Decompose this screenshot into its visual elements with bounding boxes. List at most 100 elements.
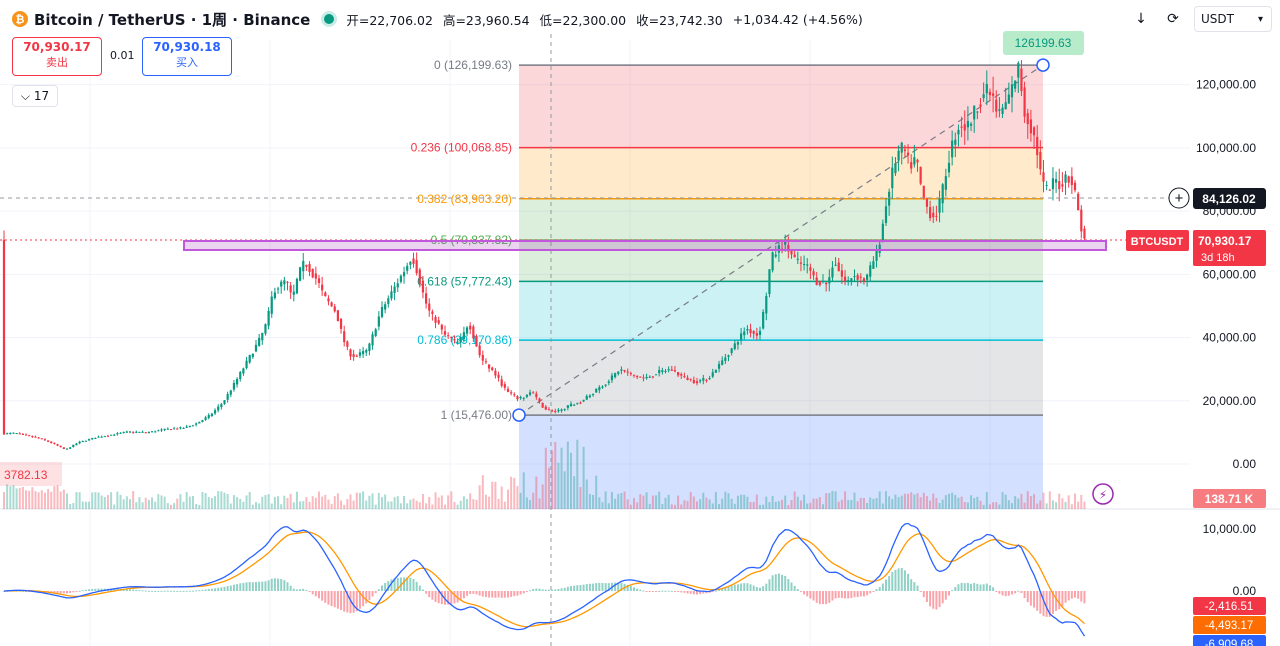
currency-select[interactable]: USDT ▾ [1194,6,1272,32]
macd-histogram-bar [951,590,954,592]
volume-bar [100,495,103,509]
macd-histogram-bar [919,591,922,592]
macd-histogram-bar [138,590,141,592]
market-open-indicator [324,14,335,24]
macd-histogram-bar [179,590,182,592]
candle-body [396,283,399,288]
macd-histogram-bar [651,591,654,592]
macd-histogram-bar [897,568,900,591]
candle-body [1001,107,1004,114]
volume-bar [387,501,390,509]
macd-histogram-bar [519,591,522,595]
macd-histogram-bar [642,590,645,592]
candle-body [132,431,135,433]
sell-button[interactable]: 70,930.17 卖出 [12,37,102,76]
candle-body [494,370,497,376]
volume-bar [311,496,314,509]
candle-body [998,109,1001,111]
download-icon[interactable]: ↓ [1135,11,1147,27]
macd-histogram-bar [1045,591,1048,617]
macd-histogram-bar [560,588,563,591]
candle-body [488,364,491,369]
candle-body [670,369,673,371]
candle-body [623,369,626,372]
volume-bar [721,498,724,509]
candle-body [321,284,324,291]
candle-body [982,94,985,99]
macd-histogram-bar [25,591,28,592]
volume-bar [409,499,412,509]
volume-bar [1048,491,1051,509]
macd-histogram-bar [522,591,525,594]
fibonacci-retracement[interactable]: 0 (126,199.63) 0.236 (100,068.85) 0.382 (8… [411,31,1084,509]
volume-bar [163,496,166,509]
candle-body [47,440,50,442]
symbol-title[interactable]: Bitcoin / TetherUS · 1周 · Binance [34,10,311,29]
macd-histogram-bar [941,591,944,604]
volume-bar [176,498,179,509]
candle-body [169,429,173,431]
volume-bar [869,497,872,509]
volume-bar [255,502,257,509]
volume-bar [938,502,941,509]
volume-bar [59,491,62,509]
volume-bar [806,503,809,509]
macd-histogram-bar [53,591,56,593]
volume-bar [598,497,601,509]
candle-body [1023,87,1026,117]
macd-histogram-bar [692,591,695,595]
volume-bar [166,503,169,509]
macd-histogram-bar [900,568,903,591]
macd-histogram-bar [84,589,87,591]
indicators-collapse-button[interactable]: ⌵ 17 [12,85,58,107]
macd-histogram-bar [812,591,815,601]
candle-body [966,120,969,128]
candle-body [62,447,65,449]
volume-bar [768,502,771,509]
macd-histogram-bar [755,587,758,591]
macd-histogram-bar [793,585,796,591]
candle-body [752,331,755,334]
price-axis[interactable]: 120,000.00100,000.0080,000.0060,000.0040… [1126,78,1266,646]
candle-body [229,390,232,395]
candle-body [743,331,746,336]
macd-histogram-bar [881,583,884,591]
candle-body [831,267,834,278]
candle-body [317,278,321,283]
volume-bar [28,490,31,509]
candle-body [554,411,557,413]
candle-body [881,223,884,241]
price-axis-label: 120,000.00 [1196,78,1256,92]
macd-histogram-bar [718,589,721,591]
candle-body [1073,182,1077,191]
macd-histogram-bar [979,584,982,591]
macd-histogram-bar [535,588,538,591]
candle-body [280,281,283,287]
candle-body [856,275,859,280]
volume-bar [3,492,5,509]
volume-bar [267,494,270,509]
candle-body [645,376,648,379]
buy-button[interactable]: 70,930.18 买入 [142,37,232,76]
macd-histogram-bar [998,591,1001,594]
macd-histogram-bar [601,582,604,591]
macd-histogram-bar [223,586,226,591]
refresh-icon[interactable]: ⟳ [1167,11,1179,27]
macd-histogram-bar [614,582,617,591]
volume-bar [116,491,119,509]
macd-histogram-bar [362,591,365,607]
macd-histogram-bar [384,583,387,591]
candle-body [248,355,251,363]
macd-histogram-bar [21,590,24,592]
candle-body [1004,102,1007,110]
candle-body [692,380,695,384]
volume-bar [617,493,620,509]
candle-body [762,311,765,329]
macd-histogram-bar [176,590,179,592]
fib-level-label: 0.382 (83,903.20) [417,192,512,206]
macd-histogram-bar [541,589,544,591]
macd-histogram-bar [264,581,267,591]
candle-body [532,392,535,394]
candle-body [500,379,503,386]
